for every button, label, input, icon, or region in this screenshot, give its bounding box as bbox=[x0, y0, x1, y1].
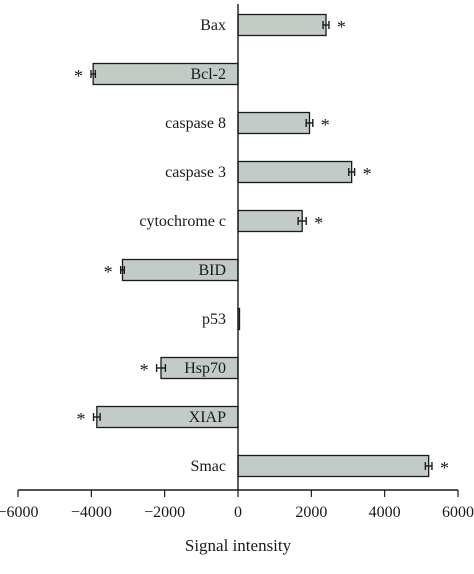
significance-marker: * bbox=[440, 458, 449, 478]
significance-marker: * bbox=[337, 17, 346, 37]
significance-marker: * bbox=[321, 115, 330, 135]
x-tick-label: 2000 bbox=[295, 504, 327, 521]
category-label: XIAP bbox=[189, 409, 226, 426]
category-label: Hsp70 bbox=[184, 360, 226, 377]
x-tick-label: −6000 bbox=[0, 504, 39, 521]
bar-group: * bbox=[237, 454, 449, 478]
category-label: caspase 3 bbox=[165, 164, 226, 181]
bar-group: * bbox=[104, 258, 239, 282]
x-tick-label: −4000 bbox=[71, 504, 112, 521]
bar bbox=[237, 209, 303, 233]
bar bbox=[237, 160, 353, 184]
x-axis-label: Signal intensity bbox=[185, 536, 292, 555]
category-label: cytochrome c bbox=[139, 213, 226, 230]
category-label: Bcl-2 bbox=[190, 66, 226, 83]
bar-group: * bbox=[237, 13, 346, 37]
x-tick-label: 4000 bbox=[369, 504, 401, 521]
category-label: Bax bbox=[200, 17, 226, 34]
category-label: Smac bbox=[190, 458, 226, 475]
x-tick-label: 0 bbox=[234, 504, 242, 521]
significance-marker: * bbox=[74, 66, 83, 86]
bar bbox=[237, 13, 327, 37]
category-labels: Bax Bcl-2 caspase 8 caspase 3 cytochrome c BI… bbox=[139, 17, 226, 475]
significance-marker: * bbox=[104, 262, 113, 282]
significance-marker: * bbox=[140, 360, 149, 380]
bar bbox=[237, 111, 311, 135]
x-tick-label: −2000 bbox=[144, 504, 185, 521]
category-label: BID bbox=[198, 262, 226, 279]
bar-group: * bbox=[237, 209, 323, 233]
category-label: caspase 8 bbox=[165, 115, 226, 132]
x-ticks: −6000 −4000 −2000 0 2000 4000 6000 bbox=[0, 490, 474, 521]
bar-group: * bbox=[237, 160, 372, 184]
significance-marker: * bbox=[363, 164, 372, 184]
significance-marker: * bbox=[314, 213, 323, 233]
x-tick-label: 6000 bbox=[442, 504, 474, 521]
significance-marker: * bbox=[77, 409, 86, 429]
bar bbox=[237, 454, 430, 478]
bar-group: * bbox=[237, 111, 330, 135]
bars-layer: * * * * * * * * * bbox=[74, 13, 449, 478]
category-label: p53 bbox=[202, 311, 226, 328]
